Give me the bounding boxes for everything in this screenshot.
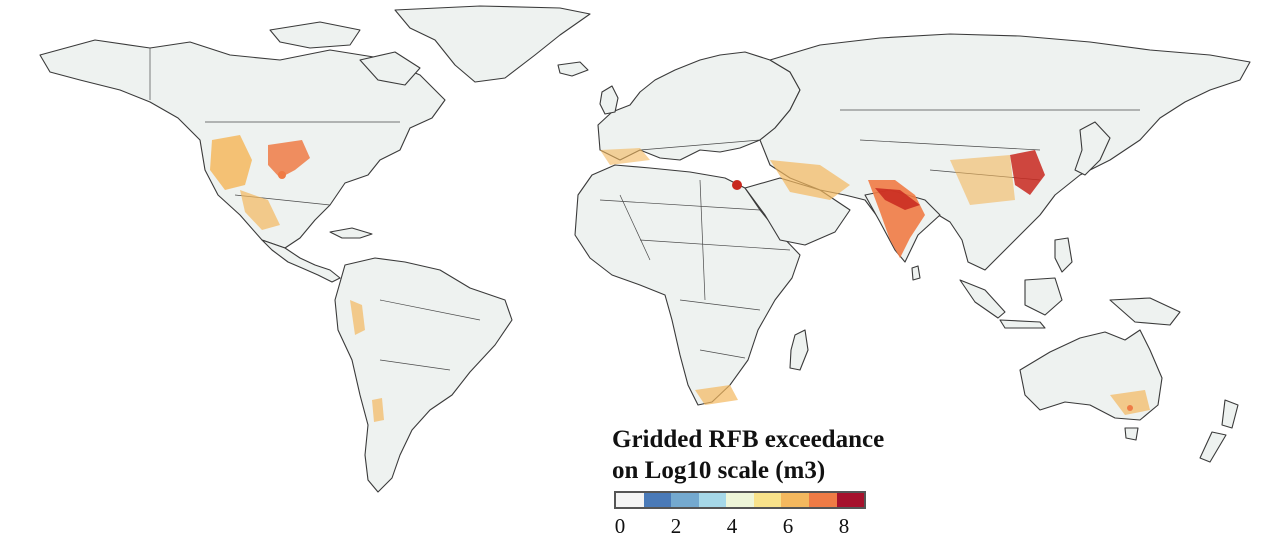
region-new-guinea xyxy=(1109,297,1181,326)
region-uk xyxy=(599,85,619,115)
region-greenland xyxy=(394,5,591,83)
region-south-america xyxy=(334,257,513,493)
legend-swatch-3 xyxy=(698,493,727,507)
legend-swatch-2 xyxy=(671,493,699,507)
region-sumatra xyxy=(959,279,1006,319)
region-asia xyxy=(759,33,1251,271)
land-layer xyxy=(39,5,1251,493)
hotspot-south-america-west xyxy=(350,300,365,335)
hotspot-australia-dot xyxy=(1127,405,1133,411)
legend-title: Gridded RFB exceedance on Log10 scale (m… xyxy=(612,424,884,486)
legend-swatch-4 xyxy=(726,493,754,507)
hotspot-western-us xyxy=(210,135,252,190)
region-cuba xyxy=(329,227,373,239)
legend-swatch-1 xyxy=(643,493,672,507)
region-japan xyxy=(1074,121,1111,176)
region-africa xyxy=(574,164,801,406)
legend-swatch-8 xyxy=(836,493,865,507)
hotspot-north-china-plain xyxy=(1010,150,1045,195)
legend-color-bar xyxy=(614,491,866,509)
hotspot-central-us-dot xyxy=(278,171,286,179)
legend-title-line2: on Log10 scale (m3) xyxy=(612,457,826,484)
region-philippines xyxy=(1054,237,1073,273)
hotspot-layer xyxy=(210,135,1150,422)
legend-swatch-7 xyxy=(808,493,837,507)
legend-swatch-6 xyxy=(781,493,809,507)
hotspot-indo-gangetic xyxy=(875,188,920,210)
hotspot-mediterranean xyxy=(600,148,650,165)
legend-tick-0: 0 xyxy=(614,514,626,538)
hotspot-chile xyxy=(372,398,384,422)
hotspot-southern-africa xyxy=(695,385,738,405)
region-sri-lanka xyxy=(911,265,921,281)
hotspot-middle-east xyxy=(770,160,850,200)
legend-swatch-5 xyxy=(753,493,782,507)
legend-swatch-0 xyxy=(616,493,644,507)
legend-tick-6: 6 xyxy=(782,514,794,538)
region-java xyxy=(999,319,1046,329)
hotspot-central-us xyxy=(268,140,310,178)
region-arctic-islands xyxy=(269,21,361,49)
hotspot-mexico xyxy=(240,190,280,230)
region-baffin xyxy=(359,51,421,86)
region-tasmania xyxy=(1124,427,1139,441)
legend-title-line1: Gridded RFB exceedance xyxy=(612,426,885,453)
legend-tick-8: 8 xyxy=(838,514,850,538)
region-borneo xyxy=(1024,277,1063,316)
hotspot-china-wide xyxy=(950,155,1015,205)
legend-tick-4: 4 xyxy=(726,514,738,538)
region-madagascar xyxy=(789,329,809,371)
hotspot-nile-delta xyxy=(732,180,742,190)
borders-layer xyxy=(149,48,1140,371)
legend-tick-2: 2 xyxy=(670,514,682,538)
region-central-america xyxy=(261,239,341,283)
hotspot-southeast-australia xyxy=(1110,390,1150,415)
region-new-zealand xyxy=(1199,399,1239,463)
region-iceland xyxy=(557,61,589,77)
